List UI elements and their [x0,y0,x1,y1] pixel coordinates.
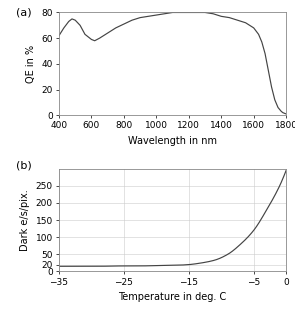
X-axis label: Temperature in deg. C: Temperature in deg. C [119,292,227,302]
Y-axis label: QE in %: QE in % [26,45,36,83]
Text: (a): (a) [16,7,32,17]
Text: (b): (b) [16,160,32,170]
X-axis label: Wavelength in nm: Wavelength in nm [128,136,217,146]
Y-axis label: Dark e/s/pix.: Dark e/s/pix. [20,189,30,251]
